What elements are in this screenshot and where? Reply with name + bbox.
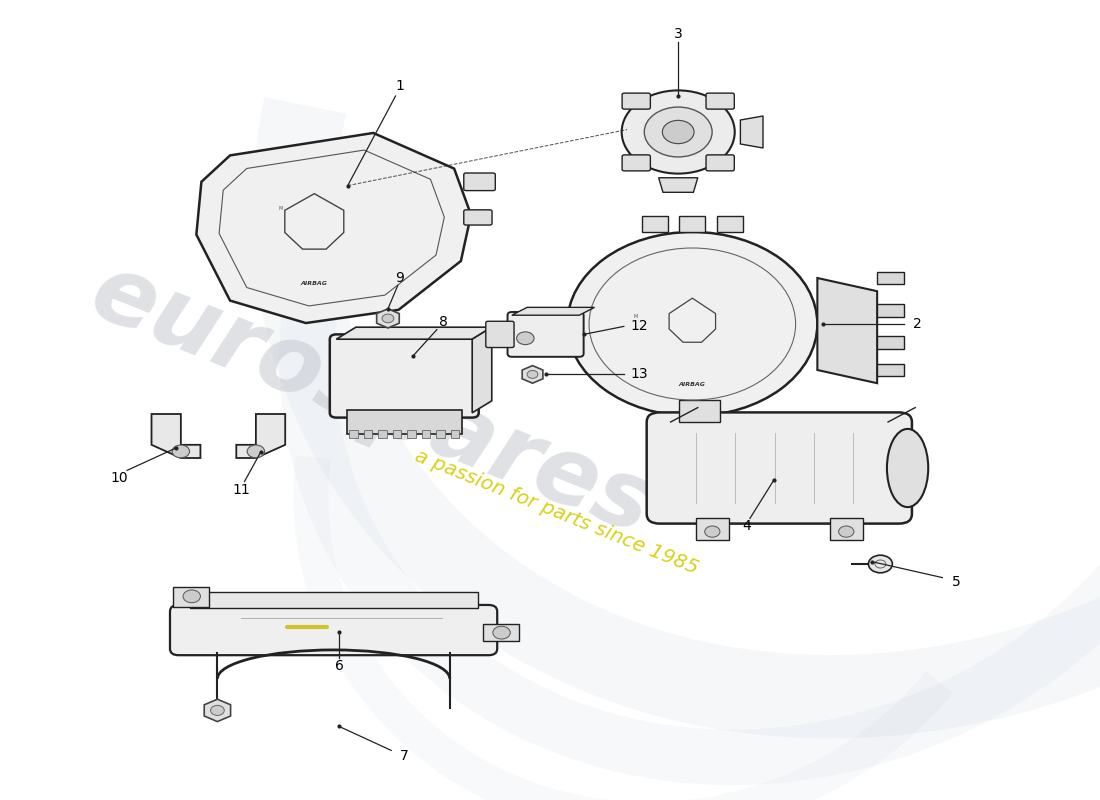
FancyBboxPatch shape (349, 430, 358, 438)
Circle shape (838, 526, 854, 538)
Circle shape (210, 706, 224, 715)
Circle shape (248, 445, 265, 458)
FancyBboxPatch shape (706, 155, 735, 171)
Text: 6: 6 (334, 658, 343, 673)
FancyBboxPatch shape (393, 430, 402, 438)
Text: M: M (278, 206, 283, 210)
FancyBboxPatch shape (437, 430, 444, 438)
Polygon shape (512, 307, 594, 315)
Circle shape (868, 555, 892, 573)
Circle shape (705, 526, 720, 538)
FancyBboxPatch shape (451, 430, 460, 438)
Text: 13: 13 (630, 367, 648, 382)
Polygon shape (197, 133, 471, 323)
Polygon shape (830, 518, 862, 539)
Circle shape (173, 445, 189, 458)
Polygon shape (337, 327, 492, 339)
FancyBboxPatch shape (170, 605, 497, 655)
Text: 9: 9 (396, 270, 405, 285)
Circle shape (662, 120, 694, 144)
Polygon shape (679, 400, 719, 422)
FancyBboxPatch shape (507, 312, 584, 357)
Ellipse shape (887, 429, 928, 507)
Text: 2: 2 (913, 317, 922, 331)
Polygon shape (173, 586, 209, 606)
Text: M: M (634, 314, 638, 319)
FancyBboxPatch shape (364, 430, 372, 438)
FancyBboxPatch shape (421, 430, 430, 438)
FancyBboxPatch shape (647, 413, 912, 524)
Text: eurospares: eurospares (77, 246, 665, 554)
FancyBboxPatch shape (378, 430, 387, 438)
Text: 1: 1 (396, 78, 405, 93)
FancyBboxPatch shape (407, 430, 416, 438)
Polygon shape (877, 272, 904, 284)
Polygon shape (189, 592, 477, 608)
FancyBboxPatch shape (464, 210, 492, 225)
Polygon shape (877, 363, 904, 377)
Circle shape (493, 626, 510, 639)
Polygon shape (152, 414, 200, 458)
FancyBboxPatch shape (623, 93, 650, 109)
Polygon shape (877, 336, 904, 349)
Text: 12: 12 (630, 318, 648, 333)
Text: 5: 5 (953, 575, 961, 590)
Polygon shape (641, 216, 668, 232)
Text: 7: 7 (400, 749, 408, 763)
Text: AIRBAG: AIRBAG (679, 382, 706, 387)
Text: 8: 8 (439, 314, 448, 329)
FancyBboxPatch shape (706, 93, 735, 109)
Text: 10: 10 (111, 471, 129, 486)
FancyBboxPatch shape (486, 322, 514, 347)
Circle shape (527, 370, 538, 378)
FancyBboxPatch shape (330, 334, 478, 418)
Polygon shape (472, 327, 492, 413)
Polygon shape (717, 216, 743, 232)
Text: 4: 4 (742, 519, 751, 534)
FancyBboxPatch shape (346, 410, 462, 434)
Circle shape (183, 590, 200, 602)
Circle shape (517, 332, 535, 345)
Polygon shape (877, 304, 904, 317)
Text: 11: 11 (232, 482, 250, 497)
FancyBboxPatch shape (623, 155, 650, 171)
Polygon shape (740, 116, 763, 148)
Text: AIRBAG: AIRBAG (301, 281, 328, 286)
Circle shape (645, 107, 712, 157)
Polygon shape (483, 624, 519, 642)
Circle shape (621, 90, 735, 174)
Polygon shape (522, 366, 543, 383)
FancyBboxPatch shape (464, 173, 495, 190)
Polygon shape (236, 414, 285, 458)
Polygon shape (376, 309, 399, 328)
Circle shape (568, 232, 817, 416)
Polygon shape (696, 518, 728, 539)
Polygon shape (659, 178, 697, 192)
Circle shape (382, 314, 394, 322)
Text: a passion for parts since 1985: a passion for parts since 1985 (412, 446, 701, 578)
Polygon shape (680, 216, 705, 232)
Polygon shape (205, 699, 231, 722)
Polygon shape (817, 278, 877, 383)
Text: 3: 3 (674, 26, 683, 41)
